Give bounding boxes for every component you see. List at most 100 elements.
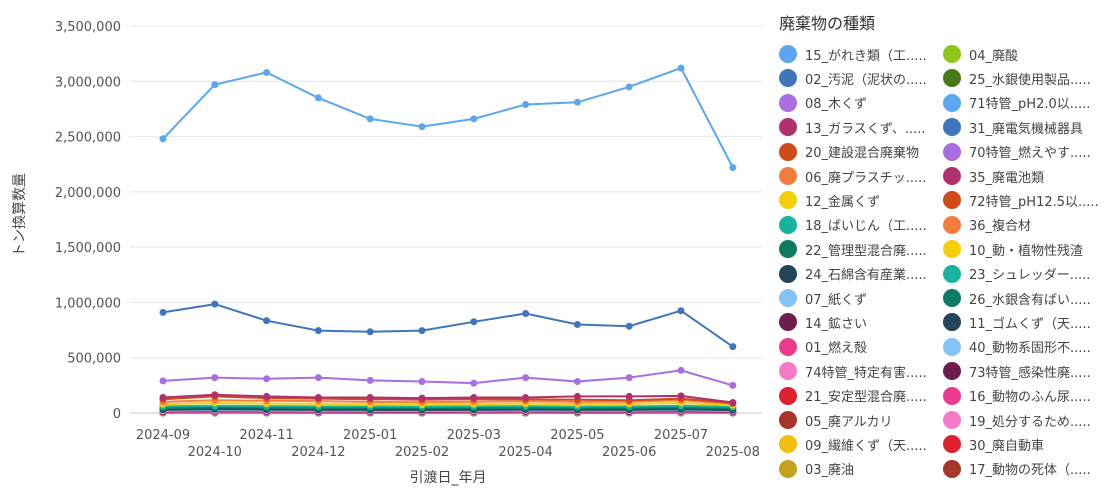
legend-item[interactable]: 09_繊維くず（天..... [779,434,927,454]
data-point[interactable] [263,392,271,400]
y-axis-ticks: 0 500,000 1,000,000 1,500,000 2,000,000 2,500… [55,20,121,422]
data-point[interactable] [470,379,478,387]
data-point[interactable] [314,374,322,382]
data-point[interactable] [677,392,685,400]
legend-item[interactable]: 02_汚泥（泥状の..... [779,68,927,88]
legend-item[interactable]: 40_動物系固形不..... [943,337,1091,357]
data-point[interactable] [573,98,581,106]
data-point[interactable] [366,376,374,384]
series-1[interactable] [159,300,737,351]
data-point[interactable] [573,377,581,385]
legend-swatch [943,167,961,185]
legend-item[interactable]: 19_処分するため..... [943,410,1091,430]
data-point[interactable] [470,394,478,402]
series-lines [159,64,737,417]
series-line [162,303,734,348]
data-point[interactable] [211,300,219,308]
legend-swatch [779,435,797,454]
legend-item[interactable]: 73特管_感染性廃..... [943,361,1091,381]
data-point[interactable] [159,308,167,316]
data-point[interactable] [573,392,581,400]
data-point[interactable] [729,381,737,389]
data-point[interactable] [677,307,685,315]
data-point[interactable] [418,394,426,402]
data-point[interactable] [625,374,633,382]
data-point[interactable] [522,101,530,109]
legend-item[interactable]: 12_金属くず [779,190,880,210]
data-point[interactable] [418,377,426,385]
series-0[interactable] [159,64,737,172]
data-point[interactable] [470,318,478,326]
data-point[interactable] [625,83,633,91]
legend-item[interactable]: 30_廃自動車 [943,434,1044,454]
data-point[interactable] [418,327,426,335]
legend-item[interactable]: 18_ばいじん（工..... [779,215,927,235]
legend-label: 05_廃アルカリ [805,414,893,430]
legend-item[interactable]: 17_動物の死体（..... [943,459,1091,479]
legend-item[interactable]: 01_燃え殻 [779,337,867,357]
data-point[interactable] [211,81,219,89]
legend-item[interactable]: 11_ゴムくず（天..... [943,312,1091,332]
series-2[interactable] [159,366,737,389]
data-point[interactable] [522,394,530,402]
data-point[interactable] [263,317,271,325]
legend-item[interactable]: 20_建設混合廃棄物 [779,142,919,162]
legend-item[interactable]: 08_木くず [779,93,867,113]
data-point[interactable] [211,374,219,382]
legend-item[interactable]: 13_ガラスくず、..... [779,117,926,137]
legend-item[interactable]: 05_廃アルカリ [779,410,893,430]
data-point[interactable] [159,377,167,385]
legend-item[interactable]: 22_管理型混合廃..... [779,239,927,259]
legend-item[interactable]: 72特管_pH12.5以..... [943,190,1099,210]
legend-item[interactable]: 14_鉱さい [779,312,867,332]
data-point[interactable] [211,391,219,399]
legend-label: 07_紙くず [805,292,868,308]
series-line [162,393,733,404]
series-line [162,66,734,168]
data-point[interactable] [366,328,374,336]
data-point[interactable] [625,322,633,330]
series-3[interactable] [159,391,737,406]
data-point[interactable] [159,135,167,143]
legend-item[interactable]: 10_動・植物性残渣 [943,239,1083,259]
legend-item[interactable]: 31_廃電気機械器具 [943,117,1083,137]
legend-item[interactable]: 04_廃酸 [943,44,1018,64]
data-point[interactable] [625,392,633,400]
legend-item[interactable]: 07_紙くず [779,288,867,308]
data-point[interactable] [470,115,478,123]
legend-item[interactable]: 24_石綿含有産業..... [779,264,927,284]
data-point[interactable] [677,366,685,374]
data-point[interactable] [729,398,737,406]
data-point[interactable] [729,164,737,172]
data-point[interactable] [729,343,737,351]
legend-item[interactable]: 26_水銀含有ばい..... [943,288,1091,308]
data-point[interactable] [314,394,322,402]
data-point[interactable] [366,115,374,123]
legend-item[interactable]: 16_動物のふん尿..... [943,386,1091,406]
data-point[interactable] [263,68,271,76]
data-point[interactable] [418,123,426,131]
legend-item[interactable]: 71特管_pH2.0以..... [943,93,1090,113]
data-point[interactable] [314,94,322,102]
data-point[interactable] [159,394,167,402]
legend-item[interactable]: 03_廃油 [779,459,854,479]
x-tick-label: 2025-08 [706,445,760,460]
data-point[interactable] [263,375,271,383]
legend-item[interactable]: 36_複合材 [943,215,1031,235]
legend-item[interactable]: 21_安定型混合廃..... [779,386,927,406]
legend-item[interactable]: 25_水銀使用製品..... [943,68,1091,88]
data-point[interactable] [366,394,374,402]
gridlines [130,25,762,414]
legend-item[interactable]: 35_廃電池類 [943,166,1044,186]
legend-swatch [779,337,797,356]
data-point[interactable] [522,309,530,317]
legend-item[interactable]: 06_廃プラスチッ..... [779,166,926,186]
data-point[interactable] [677,64,685,72]
legend-item[interactable]: 74特管_特定有害..... [779,361,927,381]
legend-item[interactable]: 70特管_燃えやす..... [943,142,1091,162]
data-point[interactable] [573,321,581,329]
legend-item[interactable]: 23_シュレッダー..... [943,264,1090,284]
legend-item[interactable]: 15_がれき類（工..... [779,44,927,64]
data-point[interactable] [522,374,530,382]
data-point[interactable] [314,327,322,335]
